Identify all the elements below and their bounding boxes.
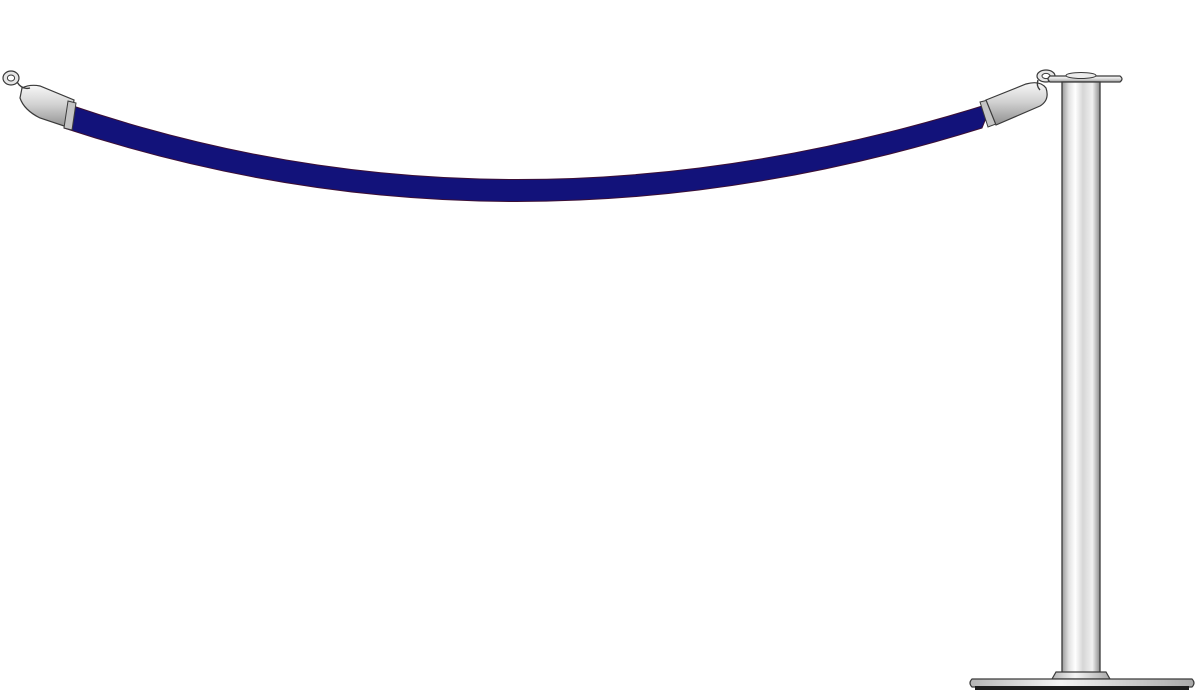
post-base-plate bbox=[969, 678, 1195, 688]
post-top-cap bbox=[1047, 75, 1123, 83]
left-hook-icon bbox=[2, 70, 31, 90]
left-rope-end bbox=[2, 70, 77, 131]
post-base-foot bbox=[975, 686, 1189, 690]
right-ferrule bbox=[985, 82, 1048, 126]
post-base-collar bbox=[1050, 671, 1112, 680]
post-pole bbox=[1061, 81, 1101, 678]
left-ferrule-band bbox=[63, 100, 77, 131]
rope-body bbox=[63, 102, 993, 202]
velvet-rope bbox=[63, 102, 993, 202]
stanchion-post bbox=[969, 72, 1195, 690]
post-top-knob bbox=[1065, 72, 1097, 79]
right-rope-end bbox=[979, 69, 1056, 128]
